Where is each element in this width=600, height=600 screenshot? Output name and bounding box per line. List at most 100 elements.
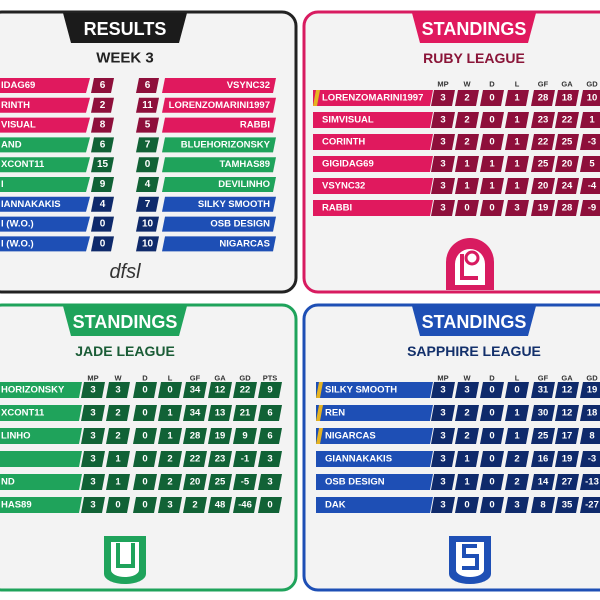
qualify-marker <box>313 90 320 106</box>
stat-cell <box>106 382 130 398</box>
away-score: 0 <box>145 159 151 170</box>
away-score: 4 <box>145 179 151 190</box>
stat-cell <box>106 474 130 490</box>
stat-value: 30 <box>538 408 549 419</box>
away-team: OSB DESIGN <box>210 219 270 230</box>
stat-cell <box>431 134 455 150</box>
stat-value: 12 <box>562 385 573 396</box>
home-team: AND <box>1 139 22 150</box>
stat-cell <box>431 156 455 172</box>
stat-value: 19 <box>538 203 549 214</box>
home-bar <box>0 196 90 212</box>
stat-value: 1 <box>464 477 470 488</box>
team-name: SILKY SMOOTH <box>325 385 397 396</box>
stat-cell <box>480 428 504 444</box>
score-box <box>136 177 159 192</box>
stat-value: 24 <box>562 181 573 192</box>
team-bar <box>316 382 433 398</box>
stat-cell <box>106 451 130 467</box>
stat-cell <box>158 474 182 490</box>
stat-value: 3 <box>440 93 445 104</box>
stat-cell <box>555 200 579 216</box>
away-bar <box>162 78 276 93</box>
stat-value: 2 <box>514 477 519 488</box>
stat-cell <box>431 451 455 467</box>
stat-cell <box>555 178 579 194</box>
score-box <box>136 157 159 173</box>
stat-cell <box>158 382 182 398</box>
score-box <box>91 157 114 173</box>
stat-cell <box>431 178 455 194</box>
stat-cell <box>580 112 600 128</box>
home-bar <box>0 216 90 232</box>
stat-value: 0 <box>142 385 147 396</box>
stat-cell <box>233 497 257 513</box>
stat-cell <box>455 90 479 106</box>
stat-value: 0 <box>142 408 147 419</box>
stat-cell <box>480 382 504 398</box>
column-header: GD <box>586 80 598 89</box>
stat-cell <box>580 382 600 398</box>
team-name: VSYNC32 <box>322 181 365 192</box>
stat-value: 1 <box>514 93 520 104</box>
away-bar <box>162 137 276 153</box>
stat-cell <box>133 497 157 513</box>
stat-cell <box>580 428 600 444</box>
score-box <box>136 236 159 252</box>
stat-value: 20 <box>562 159 573 170</box>
stat-cell <box>555 405 579 421</box>
stat-value: 3 <box>440 385 445 396</box>
stat-value: 22 <box>240 385 251 396</box>
stat-cell <box>555 497 579 513</box>
column-header: GF <box>538 80 549 89</box>
stat-cell <box>183 382 207 398</box>
home-bar <box>0 117 90 133</box>
subtitle: SAPPHIRE LEAGUE <box>407 343 541 359</box>
stat-value: 0 <box>489 115 494 126</box>
score-box <box>91 236 114 252</box>
stat-value: 2 <box>167 454 172 465</box>
home-team: I (W.O.) <box>1 219 34 230</box>
team-bar <box>316 405 433 421</box>
subtitle: WEEK 3 <box>96 50 154 67</box>
team-name: GIGIDAG69 <box>322 159 374 170</box>
stat-value: 3 <box>90 477 95 488</box>
stat-cell <box>505 178 529 194</box>
column-header: GF <box>190 374 201 383</box>
stat-value: 0 <box>514 385 519 396</box>
stat-value: 23 <box>215 454 226 465</box>
stat-value: 3 <box>440 454 445 465</box>
stat-cell <box>106 497 130 513</box>
column-header: GD <box>586 374 598 383</box>
team-bar <box>0 405 82 421</box>
stat-value: 1 <box>167 431 173 442</box>
stat-value: 0 <box>142 477 147 488</box>
stat-value: 0 <box>267 500 272 511</box>
team-name: HORIZONSKY <box>1 385 65 396</box>
stat-value: 25 <box>538 159 549 170</box>
subtitle: JADE LEAGUE <box>75 343 175 359</box>
home-team: I <box>1 179 4 190</box>
stat-cell <box>431 428 455 444</box>
stat-value: 3 <box>440 159 445 170</box>
home-bar <box>0 236 90 252</box>
home-score: 6 <box>100 80 106 91</box>
team-name: HAS89 <box>1 500 32 511</box>
stat-value: -4 <box>588 181 597 192</box>
team-name: SIMVISUAL <box>322 115 374 126</box>
stat-value: 0 <box>489 137 494 148</box>
stat-cell <box>258 382 282 398</box>
tab-title: STANDINGS <box>73 312 178 332</box>
stat-value: 1 <box>514 408 520 419</box>
stat-value: -1 <box>241 454 250 465</box>
stat-cell <box>106 428 130 444</box>
stat-cell <box>208 428 232 444</box>
stat-cell <box>531 497 555 513</box>
stat-value: 25 <box>215 477 226 488</box>
stat-value: 3 <box>440 477 445 488</box>
column-header: GF <box>538 374 549 383</box>
stat-cell <box>208 451 232 467</box>
stat-value: 3 <box>440 431 445 442</box>
stat-cell <box>158 451 182 467</box>
